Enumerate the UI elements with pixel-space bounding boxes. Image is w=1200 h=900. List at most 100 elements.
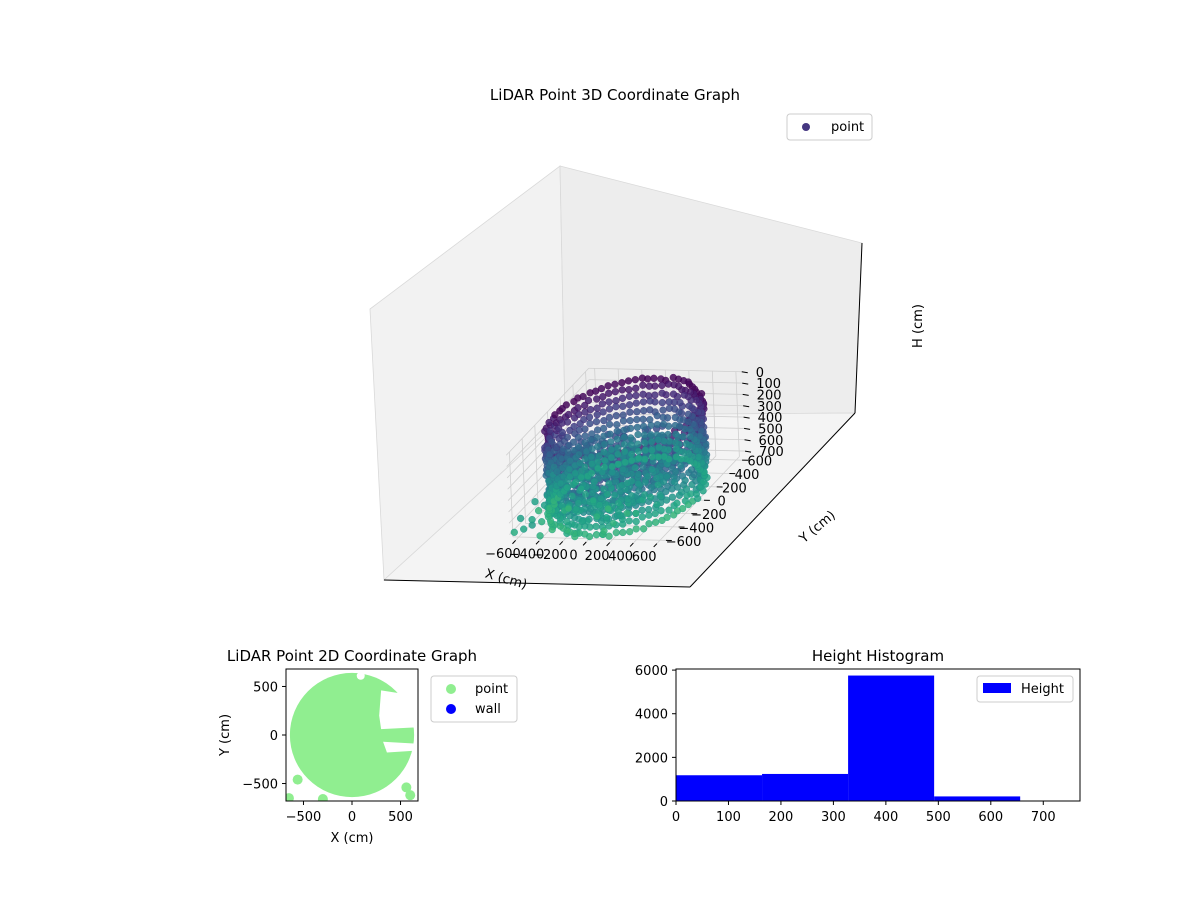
point-3d [672, 453, 680, 461]
x-tick-label-2d: −500 [286, 810, 322, 825]
point-3d [647, 431, 655, 439]
point-3d [574, 433, 582, 441]
y-axis-label-3d: Y (cm) [796, 508, 839, 547]
point-3d [587, 469, 596, 477]
point-3d [653, 412, 661, 420]
point-3d [605, 480, 613, 488]
point-3d [664, 380, 673, 388]
point-3d [634, 470, 642, 478]
z-tick-label-3d: 300 [757, 400, 782, 415]
histogram-bar [848, 675, 935, 801]
point-3d [678, 505, 687, 513]
point-3d [671, 421, 679, 430]
point-3d [665, 506, 673, 514]
x-tick-label-2d: 0 [348, 810, 356, 825]
point-3d [625, 392, 634, 400]
point-2d [286, 793, 294, 801]
point-3d [670, 478, 679, 486]
point-3d [638, 506, 646, 514]
point-3d [581, 439, 589, 447]
point-3d [586, 406, 595, 414]
point-3d [566, 473, 574, 481]
point-3d [589, 496, 597, 505]
x-tick-label-3d: −400 [509, 547, 545, 562]
legend-3d-marker [802, 123, 810, 131]
z-tick-mark-3d [742, 382, 749, 385]
point-3d [651, 518, 660, 526]
point-3d [653, 501, 661, 509]
z-tick-mark-3d [744, 427, 751, 430]
point-3d [579, 392, 587, 401]
point-3d [684, 410, 692, 418]
y-tick-label-3d: −200 [691, 508, 727, 523]
point-3d [625, 401, 634, 409]
y-tick-label-3d: 600 [747, 455, 772, 470]
pane-back [559, 165, 863, 416]
point-3d [605, 413, 614, 422]
point-3d [680, 391, 688, 399]
point-3d [669, 390, 678, 398]
point-3d [534, 507, 543, 515]
x-tick-label-histogram: 200 [769, 810, 794, 825]
point-3d [645, 511, 653, 519]
point-3d [658, 389, 666, 397]
grid-line-x-back [735, 371, 740, 457]
point-3d [607, 446, 616, 454]
point-3d [516, 514, 525, 523]
point-3d [657, 507, 665, 515]
point-3d [563, 418, 572, 426]
point-3d [646, 406, 654, 414]
point-3d [603, 490, 611, 498]
grid-line-y-left [521, 438, 527, 524]
point-3d [614, 460, 622, 468]
point-3d [593, 395, 601, 403]
point-3d [594, 458, 602, 466]
point-3d [612, 403, 620, 411]
scatter-2d-area [286, 671, 418, 801]
ticks-histogram: 0 100 200 300 400 500 600 700 0 2000 4000 6000 [635, 664, 1056, 825]
point-3d [659, 420, 668, 428]
grid-line-y-left [534, 425, 539, 511]
point-3d [613, 427, 621, 435]
point-3d [584, 396, 593, 405]
point-3d [677, 462, 685, 470]
x-tick-label-3d: 0 [569, 548, 577, 563]
histogram-bars [676, 675, 1021, 801]
point-3d [528, 515, 536, 524]
point-3d [600, 417, 608, 425]
legend-3d-label: point [831, 120, 864, 135]
chart-3d: LiDAR Point 3D Coordinate Graph −600−400… [369, 86, 926, 593]
point-2d [317, 794, 328, 801]
point-3d [604, 505, 612, 513]
point-3d [685, 402, 693, 410]
x-tick-mark-3d [606, 542, 611, 547]
point-3d [634, 447, 643, 456]
y-tick-label-3d: 0 [718, 495, 726, 510]
x-tick-label-3d: 600 [632, 550, 657, 565]
point-3d [597, 494, 605, 503]
point-3d [632, 517, 640, 526]
point-cloud-2d-disc [289, 672, 415, 798]
point-3d [520, 525, 528, 533]
point-3d [647, 421, 655, 430]
point-3d [607, 438, 615, 446]
point-3d [551, 411, 559, 419]
point-3d [556, 479, 565, 488]
y-tick-label-histogram: 4000 [635, 708, 668, 723]
point-3d [574, 443, 583, 451]
point-3d [639, 398, 648, 406]
chart-histogram: Height Histogram 0 100 200 300 400 500 600 7000… [635, 647, 1081, 825]
point-3d [640, 407, 648, 415]
point-3d [652, 474, 661, 482]
point-3d [632, 525, 640, 533]
point-2d [401, 782, 412, 793]
point-3d [599, 408, 607, 416]
point-3d [658, 399, 666, 407]
z-tick-label-3d: 400 [758, 411, 783, 426]
point-3d [618, 394, 627, 402]
chart-3d-title: LiDAR Point 3D Coordinate Graph [490, 86, 740, 104]
point-3d [639, 525, 648, 533]
legend-histogram-swatch [983, 683, 1011, 693]
point-3d [681, 476, 689, 485]
point-3d [621, 458, 629, 466]
